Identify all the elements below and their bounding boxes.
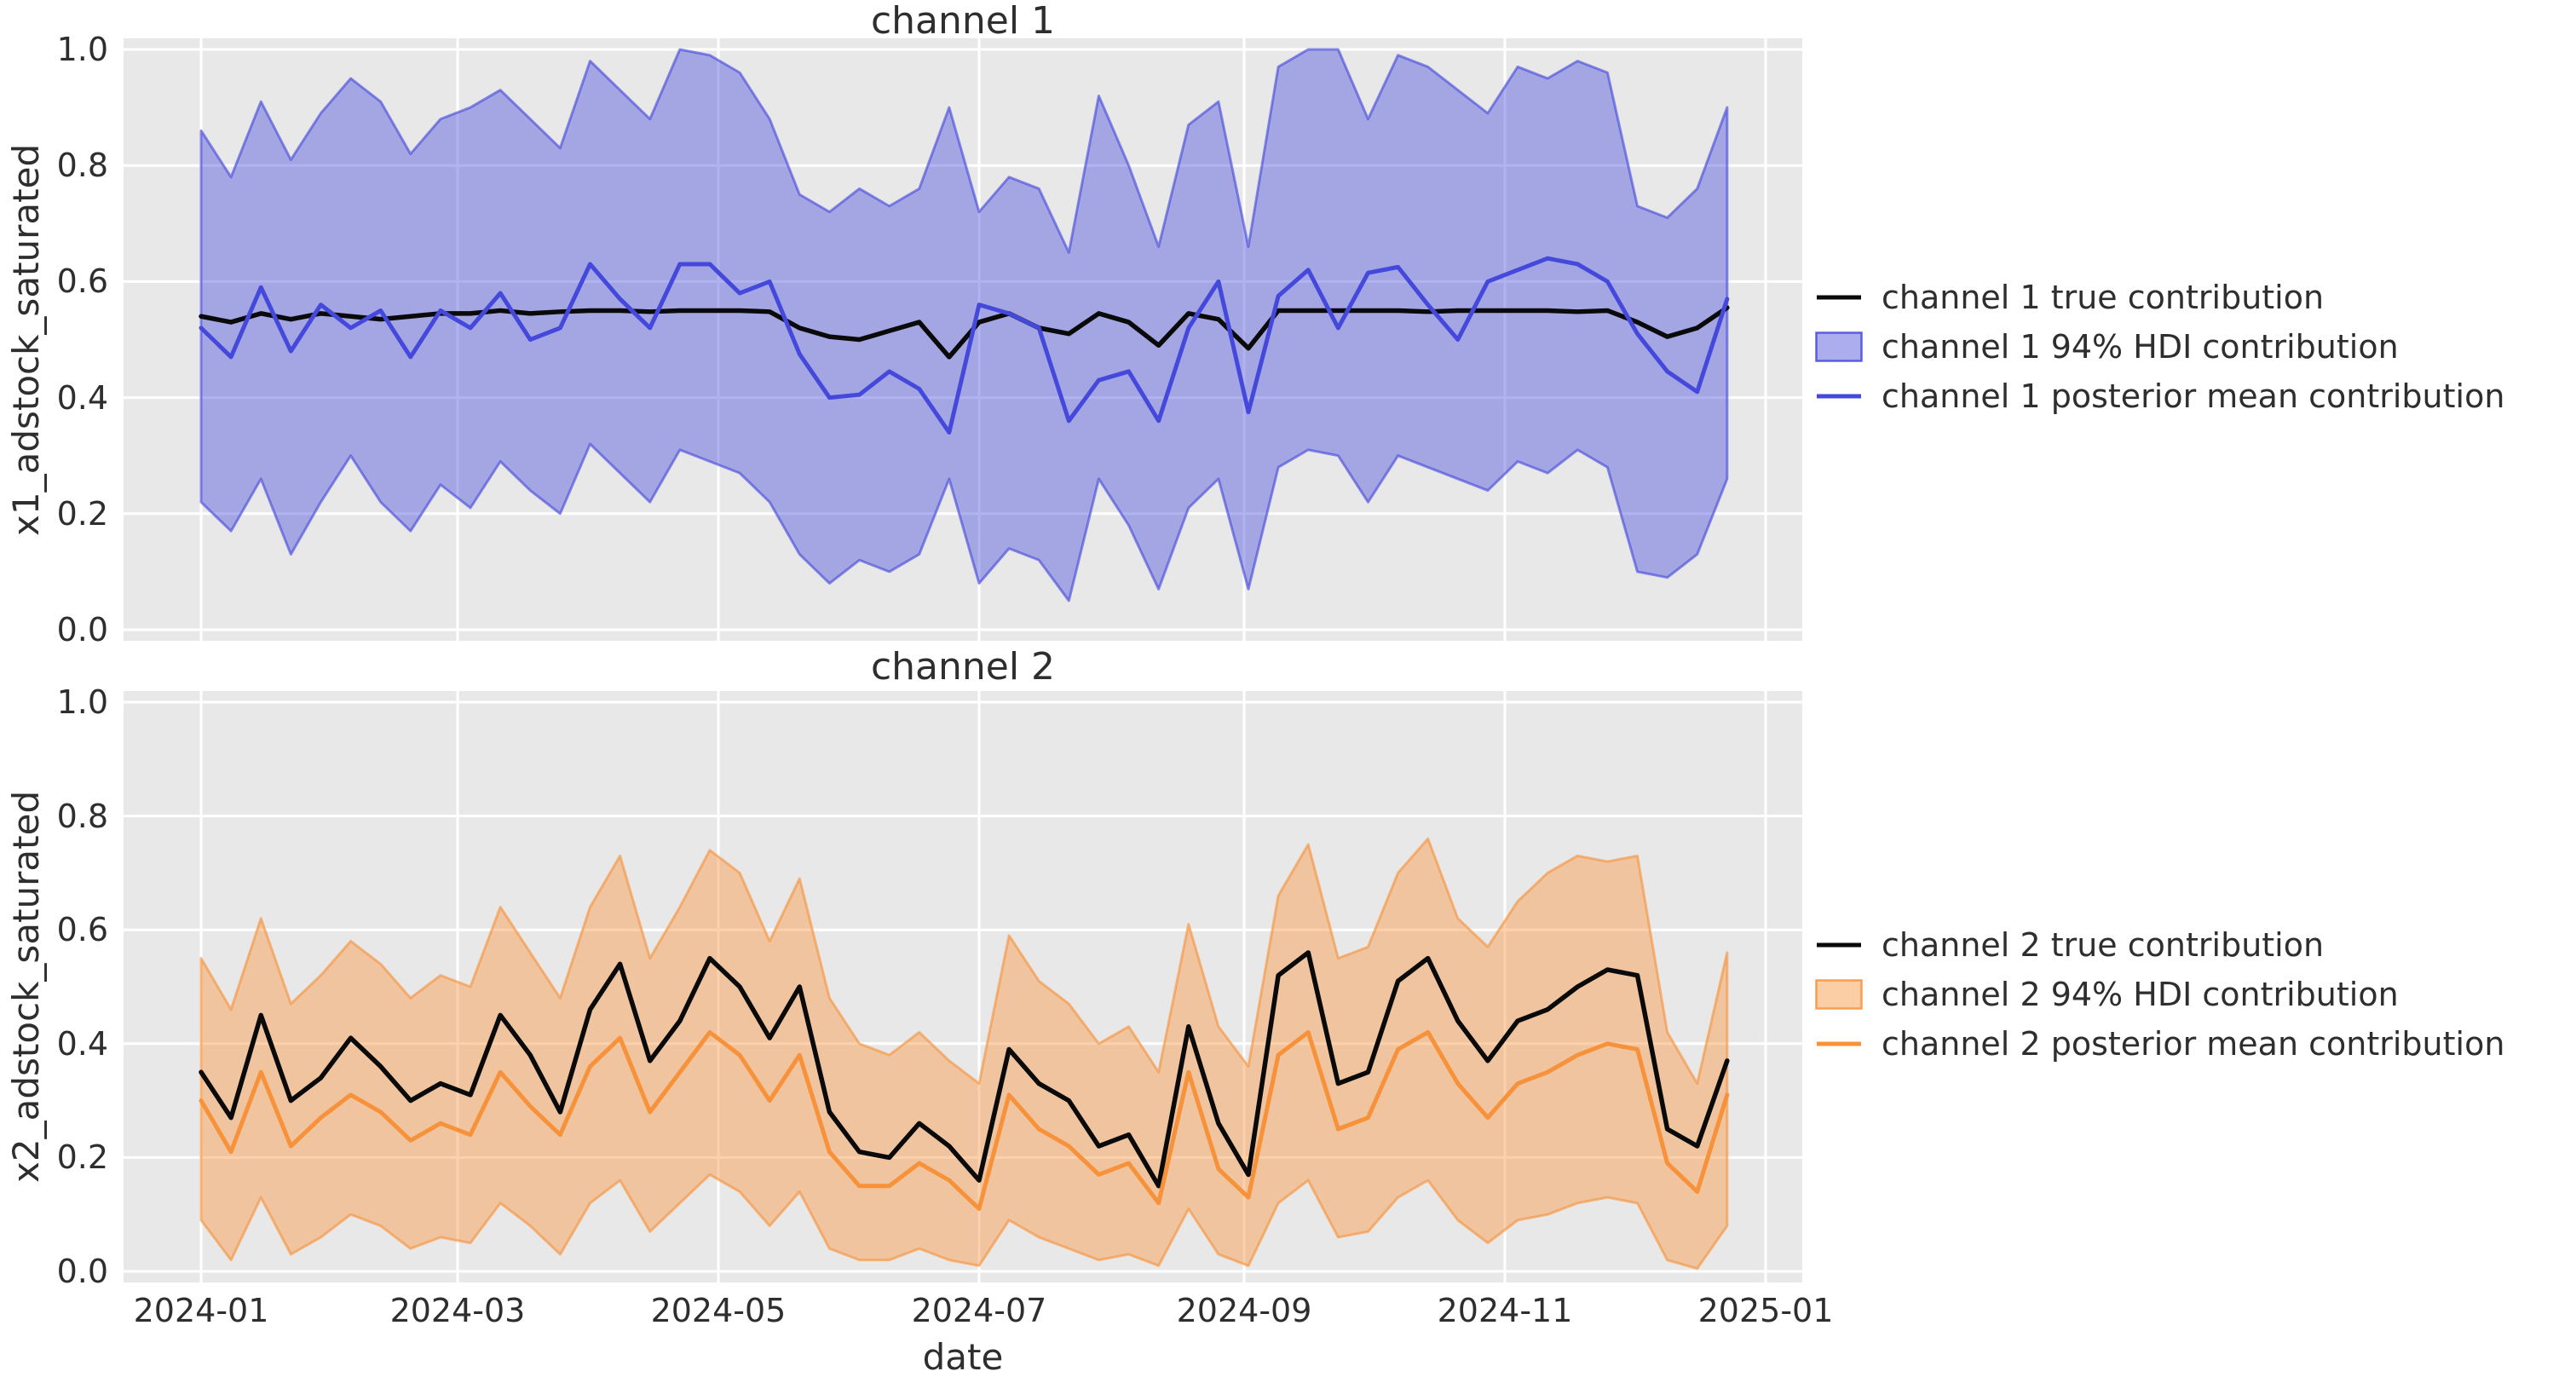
legend-entry: channel 1 94% HDI contribution (1815, 322, 2504, 372)
y-tick-label: 0.4 (56, 1024, 108, 1063)
y-tick-label: 0.8 (56, 147, 108, 185)
y-tick-label: 0.6 (56, 911, 108, 949)
x-tick-label: 2024-05 (650, 1292, 787, 1329)
axes-background (124, 691, 1802, 1282)
subplot-1-plot (124, 38, 1802, 641)
x-axis-label: date (922, 1336, 1004, 1378)
legend-entry: channel 2 94% HDI contribution (1815, 970, 2504, 1019)
y-tick-label: 0.0 (56, 611, 108, 648)
legend-line-handle (1817, 394, 1861, 399)
series-hdi-band (199, 48, 1729, 602)
y-tick-label: 0.0 (56, 1253, 108, 1290)
legend-entry: channel 1 true contribution (1815, 273, 2504, 322)
y-tick-label: 0.2 (56, 1138, 108, 1177)
subplot-1-title: channel 1 (870, 0, 1056, 43)
legend-entry-label: channel 2 true contribution (1882, 926, 2325, 964)
legend-entry-label: channel 1 94% HDI contribution (1882, 328, 2399, 366)
y-tick-label: 0.4 (56, 378, 108, 417)
legend-entry: channel 1 posterior mean contribution (1815, 372, 2504, 421)
y-tick-label: 0.8 (56, 797, 108, 835)
x-ticks: 2024-01 2024-03 2024-05 2024-07 2024-09 2024-… (0, 1292, 2576, 1334)
y-tick-label: 1.0 (56, 31, 108, 68)
y-tick-label: 1.0 (56, 683, 108, 721)
x-tick-label: 2024-03 (389, 1292, 526, 1329)
legend-entry: channel 2 true contribution (1815, 920, 2504, 970)
legend-entry-label: channel 2 posterior mean contribution (1882, 1025, 2505, 1063)
legend-line-handle (1817, 942, 1861, 948)
series-posterior-mean-line (199, 1029, 1730, 1212)
series-true-line (199, 950, 1730, 1189)
legend-line-handle (1817, 1041, 1861, 1046)
subplot-2-yticks: 0.0 0.2 0.4 0.6 0.8 1.0 (0, 0, 108, 1383)
series-posterior-mean-line (199, 256, 1730, 435)
x-tick-label: 2024-01 (133, 1292, 269, 1329)
y-tick-label: 0.2 (56, 494, 108, 533)
legend-entry-label: channel 1 posterior mean contribution (1882, 377, 2505, 415)
x-tick-label: 2024-11 (1437, 1292, 1573, 1329)
subplot-1-legend: channel 1 true contribution channel 1 94%… (1815, 273, 2504, 421)
legend-line-handle (1817, 295, 1861, 300)
subplot-1-yticks: 0.0 0.2 0.4 0.6 0.8 1.0 (0, 0, 108, 1383)
x-tick-label: 2024-07 (911, 1292, 1047, 1329)
legend-patch-handle (1815, 331, 1863, 362)
legend-entry-label: channel 1 true contribution (1882, 279, 2325, 316)
legend-patch-handle (1815, 979, 1863, 1010)
series-hdi-band (199, 837, 1729, 1271)
subplot-2-title: channel 2 (870, 645, 1056, 689)
legend-entry-label: channel 2 94% HDI contribution (1882, 976, 2399, 1013)
y-tick-label: 0.6 (56, 262, 108, 301)
legend-entry: channel 2 posterior mean contribution (1815, 1019, 2504, 1069)
x-tick-label: 2024-09 (1176, 1292, 1312, 1329)
subplot-2-legend: channel 2 true contribution channel 2 94%… (1815, 920, 2504, 1069)
subplot-2-plot (124, 691, 1802, 1282)
x-tick-label: 2025-01 (1697, 1292, 1834, 1329)
